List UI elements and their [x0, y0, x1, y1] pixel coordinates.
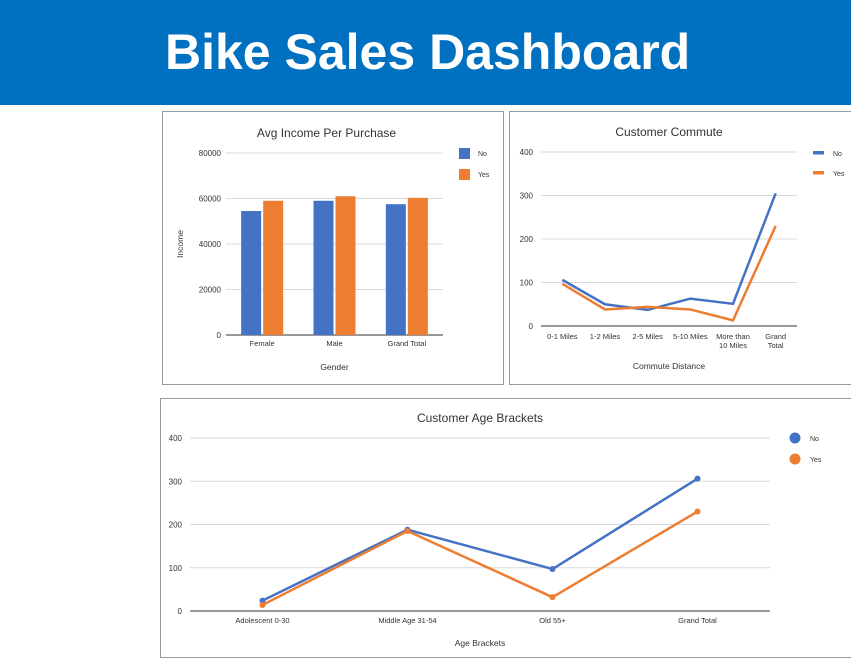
y-tick-label: 100	[520, 279, 534, 288]
line-yes	[261, 510, 699, 607]
bar-no	[385, 204, 406, 335]
legend-label: No	[478, 151, 487, 158]
y-tick-label: 20000	[199, 286, 222, 295]
y-tick-label: 200	[169, 521, 183, 530]
x-tick-label: Adolescent 0-30	[235, 616, 289, 625]
legend-label: Yes	[833, 171, 845, 178]
point-no	[694, 475, 701, 482]
y-tick-label: 400	[520, 148, 534, 157]
x-tick-label: 1-2 Miles	[590, 332, 621, 341]
x-axis-title: Gender	[320, 362, 349, 372]
y-tick-label: 300	[169, 477, 183, 486]
header-banner: Bike Sales Dashboard	[0, 0, 851, 105]
point-yes	[259, 601, 266, 608]
y-tick-label: 0	[217, 331, 222, 340]
legend-marker-yes	[789, 453, 801, 465]
legend-label: Yes	[478, 172, 490, 179]
y-axis-title: Income	[175, 230, 185, 258]
x-tick-label: More than 10 Miles	[716, 332, 750, 350]
age-chart-panel	[160, 398, 851, 658]
x-tick-label: Grand Total	[388, 339, 427, 348]
point-yes	[549, 594, 556, 601]
y-tick-label: 400	[169, 434, 183, 443]
x-axis-title: Commute Distance	[633, 361, 706, 371]
legend-marker-no	[789, 432, 801, 444]
x-tick-label: Grand Total	[678, 616, 717, 625]
y-tick-label: 60000	[199, 195, 222, 204]
x-tick-label: 5-10 Miles	[673, 332, 708, 341]
y-tick-label: 200	[520, 235, 534, 244]
bar-yes	[263, 200, 284, 335]
legend-label: Yes	[810, 457, 822, 464]
chart-title: Customer Commute	[615, 125, 723, 139]
bar-yes	[407, 197, 428, 335]
y-tick-label: 0	[178, 607, 183, 616]
y-tick-label: 100	[169, 564, 183, 573]
legend-label: No	[810, 436, 819, 443]
chart-title: Customer Age Brackets	[417, 411, 543, 425]
x-tick-label: 0-1 Miles	[547, 332, 578, 341]
x-tick-label: Old 55+	[539, 616, 566, 625]
line-no	[561, 192, 777, 312]
commute-chart-panel	[509, 111, 851, 385]
legend-swatch-yes	[459, 169, 470, 180]
x-axis-title: Age Brackets	[455, 638, 506, 648]
bar-no	[313, 200, 334, 335]
x-tick-label: Middle Age 31-54	[378, 616, 436, 625]
legend-line-yes	[813, 171, 824, 175]
x-tick-label: Female	[250, 339, 275, 348]
point-yes	[404, 527, 411, 534]
x-tick-label: Grand Total	[765, 332, 786, 350]
x-tick-label: 2-5 Miles	[632, 332, 663, 341]
legend-swatch-no	[459, 148, 470, 159]
point-no	[549, 566, 556, 573]
line-no	[261, 477, 699, 602]
bar-yes	[335, 196, 356, 335]
legend-line-no	[813, 151, 824, 155]
y-tick-label: 300	[520, 192, 534, 201]
point-yes	[694, 508, 701, 515]
y-tick-label: 80000	[199, 149, 222, 158]
line-yes	[561, 225, 777, 322]
point-no	[259, 597, 266, 604]
chart-title: Avg Income Per Purchase	[257, 126, 397, 140]
legend-label: No	[833, 151, 842, 158]
bar-no	[241, 211, 262, 335]
y-tick-label: 40000	[199, 240, 222, 249]
x-tick-label: Male	[326, 339, 342, 348]
dashboard-title: Bike Sales Dashboard	[165, 24, 691, 80]
y-tick-label: 0	[529, 322, 534, 331]
